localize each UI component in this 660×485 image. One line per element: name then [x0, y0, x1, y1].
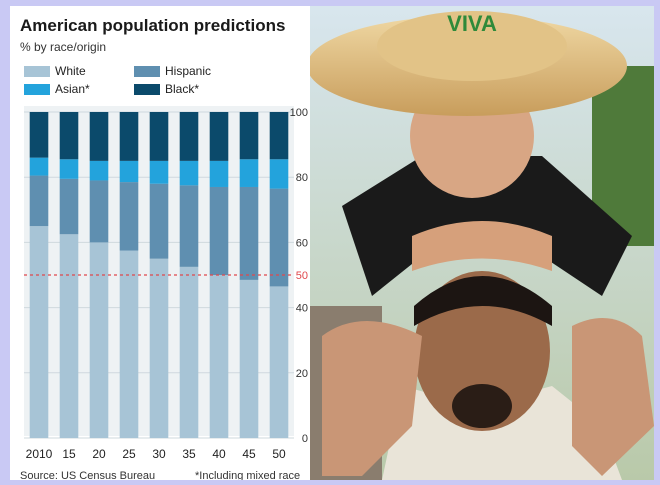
bar-segment-black [29, 112, 49, 158]
legend-label-hispanic: Hispanic [165, 64, 212, 78]
bar-segment-white [59, 234, 79, 438]
chart-subtitle: % by race/origin [20, 40, 107, 54]
bar-segment-asian [89, 160, 109, 181]
x-tick-label: 2010 [26, 447, 53, 461]
x-tick-label: 30 [152, 447, 166, 461]
bar-segment-white [179, 266, 199, 438]
father-goatee [452, 384, 512, 428]
bar-segment-black [149, 112, 169, 161]
bar-segment-asian [149, 160, 169, 184]
bar-segment-white [209, 275, 229, 438]
bar-segment-hispanic [239, 186, 259, 280]
y-tick-label: 80 [296, 172, 308, 184]
chart-panel: American population predictions % by rac… [10, 6, 310, 480]
source-note: Source: US Census Bureau [20, 470, 156, 480]
bar-segment-black [179, 112, 199, 161]
bar-segment-white [29, 226, 49, 438]
y-tick-label: 0 [302, 433, 308, 445]
bar-segment-asian [119, 160, 139, 183]
bar-segment-black [119, 112, 139, 161]
legend-label-asian: Asian* [55, 82, 90, 96]
x-tick-label: 50 [272, 447, 286, 461]
x-tick-label: 45 [242, 447, 256, 461]
legend-swatch-hispanic [134, 66, 160, 77]
bar-segment-asian [59, 159, 79, 179]
legend-swatch-white [24, 66, 50, 77]
bar-segment-hispanic [89, 180, 109, 243]
legend-swatch-black [134, 84, 160, 95]
bar-segment-white [269, 286, 289, 438]
legend-label-white: White [55, 64, 86, 78]
bar-segment-hispanic [179, 185, 199, 267]
y-tick-label: 40 [296, 303, 308, 315]
bar-segment-black [239, 112, 259, 160]
y-tick-label: 50 [296, 270, 308, 282]
y-tick-label: 20 [296, 368, 308, 380]
bar-segment-black [209, 112, 229, 161]
footnote: *Including mixed race [195, 470, 301, 480]
bar-segment-black [59, 112, 79, 160]
bar-segment-white [239, 279, 259, 438]
child-arms [412, 221, 552, 271]
bar-segment-white [119, 250, 139, 438]
legend-swatch-asian [24, 84, 50, 95]
y-tick-label: 60 [296, 237, 308, 249]
content-area: VIVA American population predictions % b… [10, 6, 654, 480]
bar-segment-hispanic [119, 182, 139, 251]
bar-segment-asian [269, 159, 289, 189]
hat-lettering: VIVA [447, 11, 497, 36]
bar-segment-asian [29, 157, 49, 176]
sombrero-crown [377, 11, 567, 81]
chart-title: American population predictions [20, 16, 286, 35]
x-tick-label: 20 [92, 447, 106, 461]
bar-segment-asian [179, 160, 199, 186]
bar-segment-hispanic [149, 183, 169, 259]
bar-segment-white [149, 258, 169, 438]
bar-segment-hispanic [59, 178, 79, 235]
bar-segment-hispanic [29, 175, 49, 227]
bar-segment-black [89, 112, 109, 161]
stacked-bar-chart: 0 20 40 50 60 80 100 2010 15 20 25 30 35 40 45 50 [24, 107, 308, 461]
bar-segment-black [269, 112, 289, 160]
x-tick-label: 35 [182, 447, 196, 461]
legend-label-black: Black* [165, 82, 200, 96]
photo-father-and-son: VIVA [302, 6, 654, 480]
bar-segment-hispanic [269, 188, 289, 287]
x-tick-label: 15 [62, 447, 76, 461]
father-hair [414, 276, 552, 326]
bar-segment-asian [209, 160, 229, 187]
y-tick-label: 100 [290, 107, 308, 119]
child-leg-right [572, 318, 654, 476]
bar-segment-hispanic [209, 186, 229, 275]
bar-segment-white [89, 242, 109, 438]
bar-segment-asian [239, 159, 259, 187]
x-tick-label: 40 [212, 447, 226, 461]
x-tick-label: 25 [122, 447, 136, 461]
child-leg-left [322, 321, 422, 476]
